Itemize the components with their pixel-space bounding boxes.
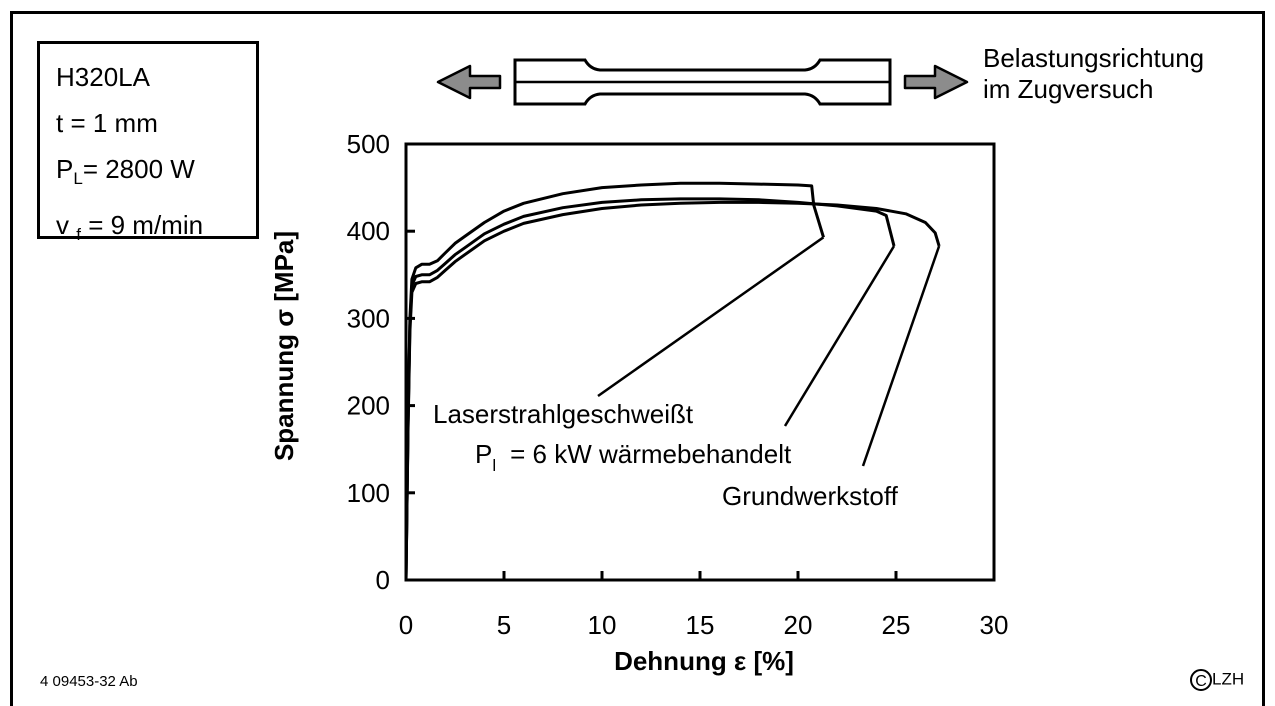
series-line-1 [404,181,825,581]
annotation-laser-welded: Laserstrahlgeschweißt [433,399,694,429]
x-tick-label: 20 [784,610,813,640]
copyright-mark: C LZH [1190,668,1244,691]
leader-line-1 [597,236,825,398]
specimen-diagram [436,58,969,106]
copyright-icon: C [1190,668,1212,691]
x-tick-label: 15 [686,610,715,640]
param-thickness: t = 1 mm [56,108,158,138]
x-tick-label: 5 [497,610,511,640]
annotation-base-material: Grundwerkstoff [722,481,899,511]
y-axis-title: Spannung σ [MPa] [269,231,299,461]
param-laser-power: PL= 2800 W [56,146,256,202]
load-direction-text: Belastungsrichtung im Zugversuch [983,43,1204,105]
leader-line-2 [783,245,896,427]
y-tick-label: 400 [347,216,390,246]
annotation-heat-treated: Pl = 6 kW wärmebehandelt [475,439,792,475]
param-material: H320LA [56,62,150,92]
load-direction-line1: Belastungsrichtung [983,43,1205,73]
annotation-heat-treated-rest: = 6 kW wärmebehandelt [510,439,792,469]
param-feed: v f = 9 m/min [56,202,256,258]
x-tick-label: 30 [980,610,1009,640]
annotation-heat-treated-sub: l [492,456,496,475]
series-line-3 [404,200,941,581]
y-tick-label: 300 [347,303,390,333]
arrow-right-icon [903,64,969,100]
x-tick-label: 0 [399,610,413,640]
y-tick-label: 500 [347,129,390,159]
param-feed-sub: f [76,225,81,245]
param-feed-base: v [56,210,69,241]
y-tick-label: 200 [347,391,390,421]
param-laser-power-sub: L [73,169,83,189]
param-laser-power-value: = 2800 W [82,154,195,184]
figure-id: 4 09453-32 Ab [40,673,138,690]
param-laser-power-base: P [56,154,74,184]
parameter-box: H320LA t = 1 mm PL= 2800 W v f = 9 m/min [37,41,259,244]
y-tick-label: 0 [376,565,390,595]
arrow-left-icon [436,64,502,100]
x-axis-title: Dehnung ε [%] [614,646,794,676]
x-tick-label: 25 [882,610,911,640]
annotation-leaders [597,236,941,467]
figure-frame [10,11,1265,706]
leader-line-3 [861,245,941,467]
annotation-heat-treated-base: P [475,439,492,469]
data-curves [404,181,941,581]
series-line-2 [404,197,896,581]
load-direction-line2: im Zugversuch [983,74,1154,104]
x-tick-label: 10 [588,610,617,640]
plot-area [404,142,996,582]
copyright-text: LZH [1212,669,1245,689]
param-feed-value: = 9 m/min [80,210,204,241]
y-tick-label: 100 [347,478,390,508]
